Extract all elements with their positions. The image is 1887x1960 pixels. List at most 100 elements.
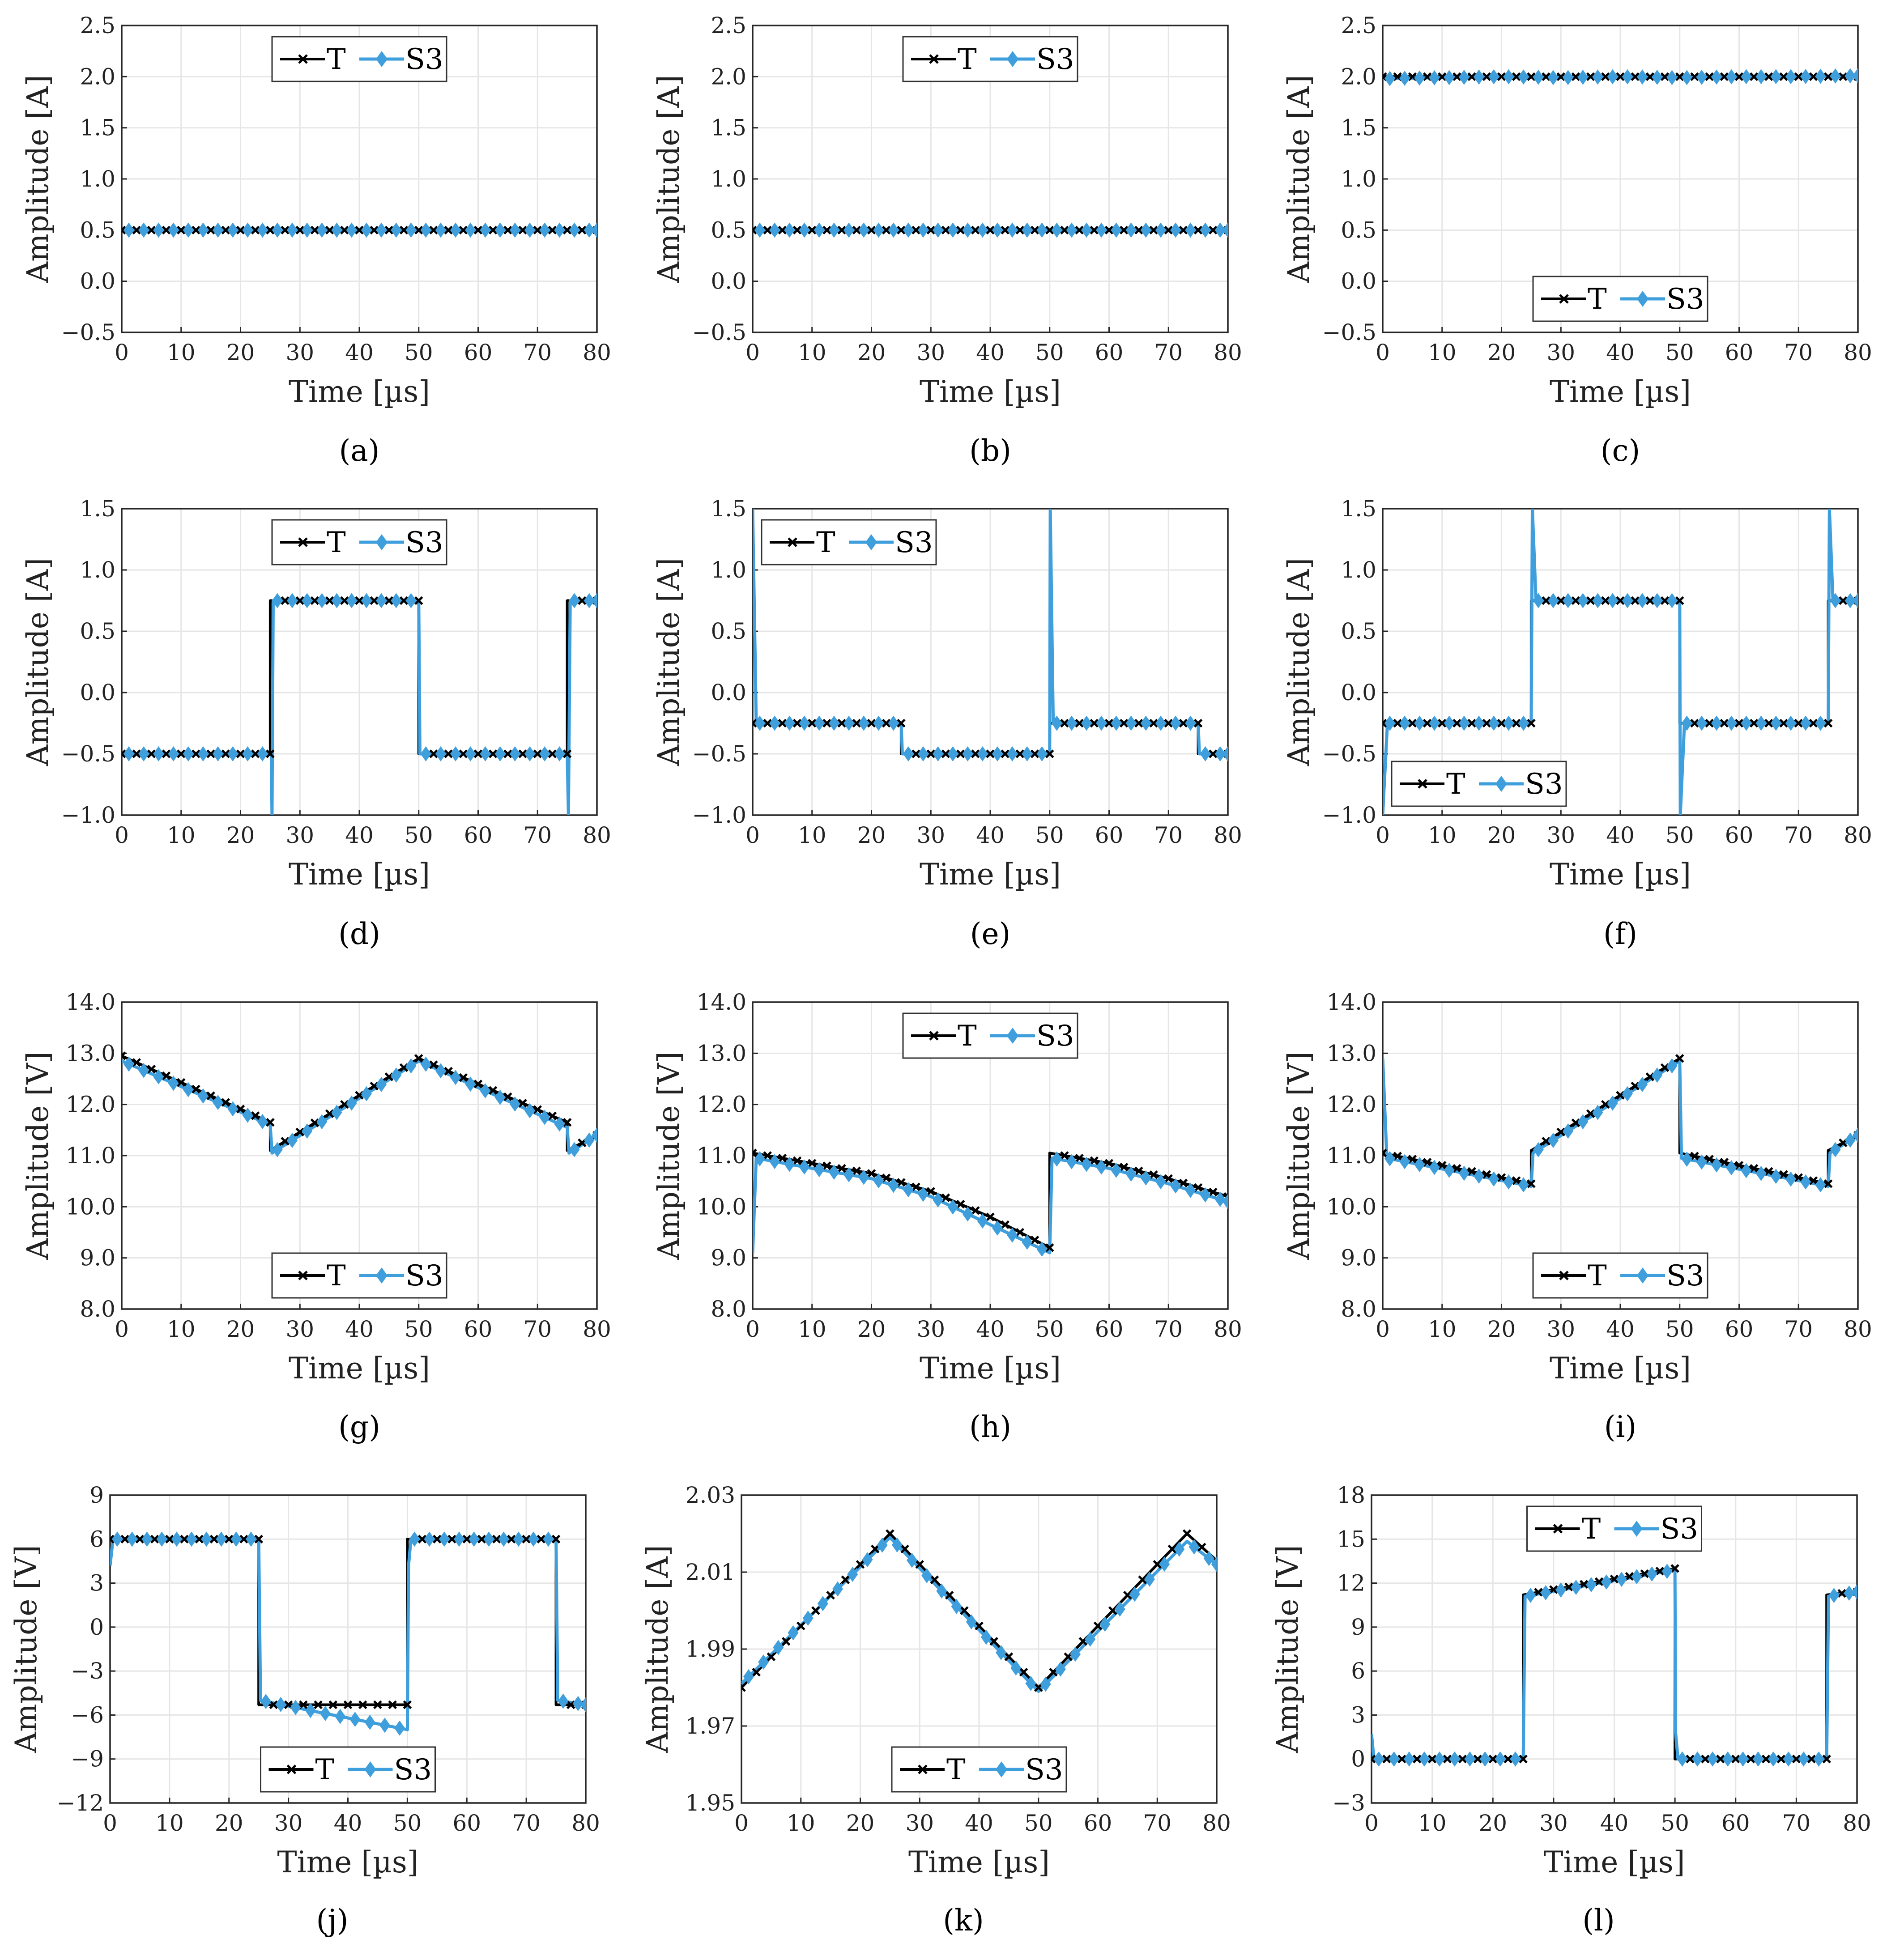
marker-S3: [799, 1159, 810, 1175]
marker-T: [1645, 596, 1655, 605]
marker-S3: [272, 222, 283, 238]
x-tick-label: 80: [583, 340, 611, 366]
marker-T: [792, 719, 802, 728]
legend: T S3: [1526, 1505, 1702, 1552]
marker-S3: [592, 593, 597, 608]
marker-S3: [977, 746, 988, 761]
marker-T: [763, 719, 772, 728]
x-tick-label: 60: [1725, 1316, 1754, 1342]
marker-S3: [257, 1114, 268, 1129]
marker-T: [986, 749, 995, 758]
marker-S3: [1203, 1551, 1214, 1566]
marker-T: [1437, 719, 1447, 728]
marker-T: [826, 1590, 835, 1600]
marker-S3: [405, 1058, 417, 1074]
marker-S3: [127, 1531, 138, 1547]
marker-S3: [917, 222, 929, 238]
legend-marker-S3: [1631, 1521, 1643, 1537]
y-tick-label: 0.0: [80, 680, 115, 706]
marker-S3: [171, 1531, 182, 1547]
x-tick-label: 70: [512, 1810, 541, 1836]
marker-S3: [1007, 222, 1018, 238]
marker-T: [1631, 72, 1640, 81]
marker-S3: [1022, 1234, 1033, 1250]
marker-S3: [1770, 715, 1781, 731]
marker-S3: [346, 222, 357, 238]
marker-S3: [153, 222, 164, 238]
marker-T: [251, 1111, 260, 1120]
marker-S3: [1144, 1571, 1155, 1587]
y-axis-label: Amplitude [A]: [1282, 75, 1316, 283]
marker-S3: [769, 715, 780, 731]
marker-T: [221, 749, 230, 758]
marker-T: [429, 1060, 438, 1069]
marker-T: [1512, 719, 1521, 728]
marker-T: [1579, 1580, 1589, 1589]
marker-T: [310, 225, 319, 235]
marker-S3: [465, 1076, 476, 1092]
marker-T: [897, 1178, 906, 1187]
marker-S3: [1503, 69, 1514, 85]
marker-T: [1045, 1243, 1054, 1252]
marker-T: [1601, 72, 1610, 81]
y-tick-label: 8.0: [80, 1296, 115, 1322]
marker-T: [1746, 1754, 1755, 1764]
x-tick-label: 70: [1782, 1810, 1811, 1836]
marker-T: [1482, 719, 1491, 728]
marker-S3: [962, 746, 973, 761]
y-tick-label: −3: [1332, 1790, 1365, 1816]
x-tick-label: 20: [1487, 1316, 1516, 1342]
marker-S3: [1677, 1751, 1688, 1767]
marker-S3: [1547, 70, 1559, 85]
marker-S3: [784, 1156, 795, 1172]
marker-S3: [257, 222, 268, 238]
marker-S3: [435, 746, 446, 761]
x-tick-label: 10: [1428, 340, 1457, 366]
marker-T: [1519, 1754, 1528, 1764]
marker-S3: [769, 1154, 780, 1169]
marker-T: [1564, 1582, 1573, 1591]
marker-S3: [1479, 1751, 1491, 1767]
marker-S3: [1458, 1165, 1470, 1181]
marker-S3: [1373, 1751, 1384, 1767]
marker-S3: [480, 1083, 491, 1099]
y-axis-label: Amplitude [A]: [652, 558, 686, 766]
marker-S3: [1844, 68, 1856, 84]
marker-S3: [1488, 715, 1499, 731]
marker-T: [1467, 72, 1476, 81]
marker-T: [1616, 596, 1625, 605]
series-group: [1383, 509, 1858, 815]
marker-S3: [1223, 222, 1228, 238]
marker-S3: [1051, 1151, 1062, 1167]
y-tick-label: 0.0: [711, 268, 746, 294]
marker-S3: [156, 1531, 167, 1547]
marker-T: [1556, 1127, 1566, 1137]
marker-S3: [1185, 222, 1196, 238]
marker-T: [1382, 1754, 1391, 1764]
marker-S3: [524, 222, 535, 238]
marker-T: [1716, 1754, 1725, 1764]
marker-S3: [1051, 222, 1062, 238]
marker-T: [299, 1700, 308, 1709]
marker-S3: [1081, 222, 1092, 238]
marker-T: [562, 1118, 572, 1127]
x-tick-label: 60: [464, 822, 493, 848]
marker-T: [1060, 225, 1069, 235]
marker-S3: [1844, 1585, 1855, 1601]
marker-T: [763, 225, 772, 235]
legend-marker-T: [1418, 779, 1427, 789]
marker-S3: [316, 222, 328, 238]
y-tick-label: −0.5: [1322, 319, 1376, 345]
marker-S3: [569, 222, 580, 238]
x-tick-label: 70: [1784, 340, 1813, 366]
marker-T: [266, 749, 275, 758]
marker-S3: [1414, 70, 1425, 86]
marker-S3: [1066, 1154, 1077, 1169]
marker-T: [870, 1544, 880, 1554]
marker-T: [251, 225, 260, 235]
marker-S3: [1622, 1086, 1633, 1101]
marker-T: [1412, 1754, 1422, 1764]
panel-label: (c): [1601, 434, 1640, 468]
marker-S3: [933, 222, 944, 238]
y-tick-label: 9: [89, 1482, 104, 1508]
